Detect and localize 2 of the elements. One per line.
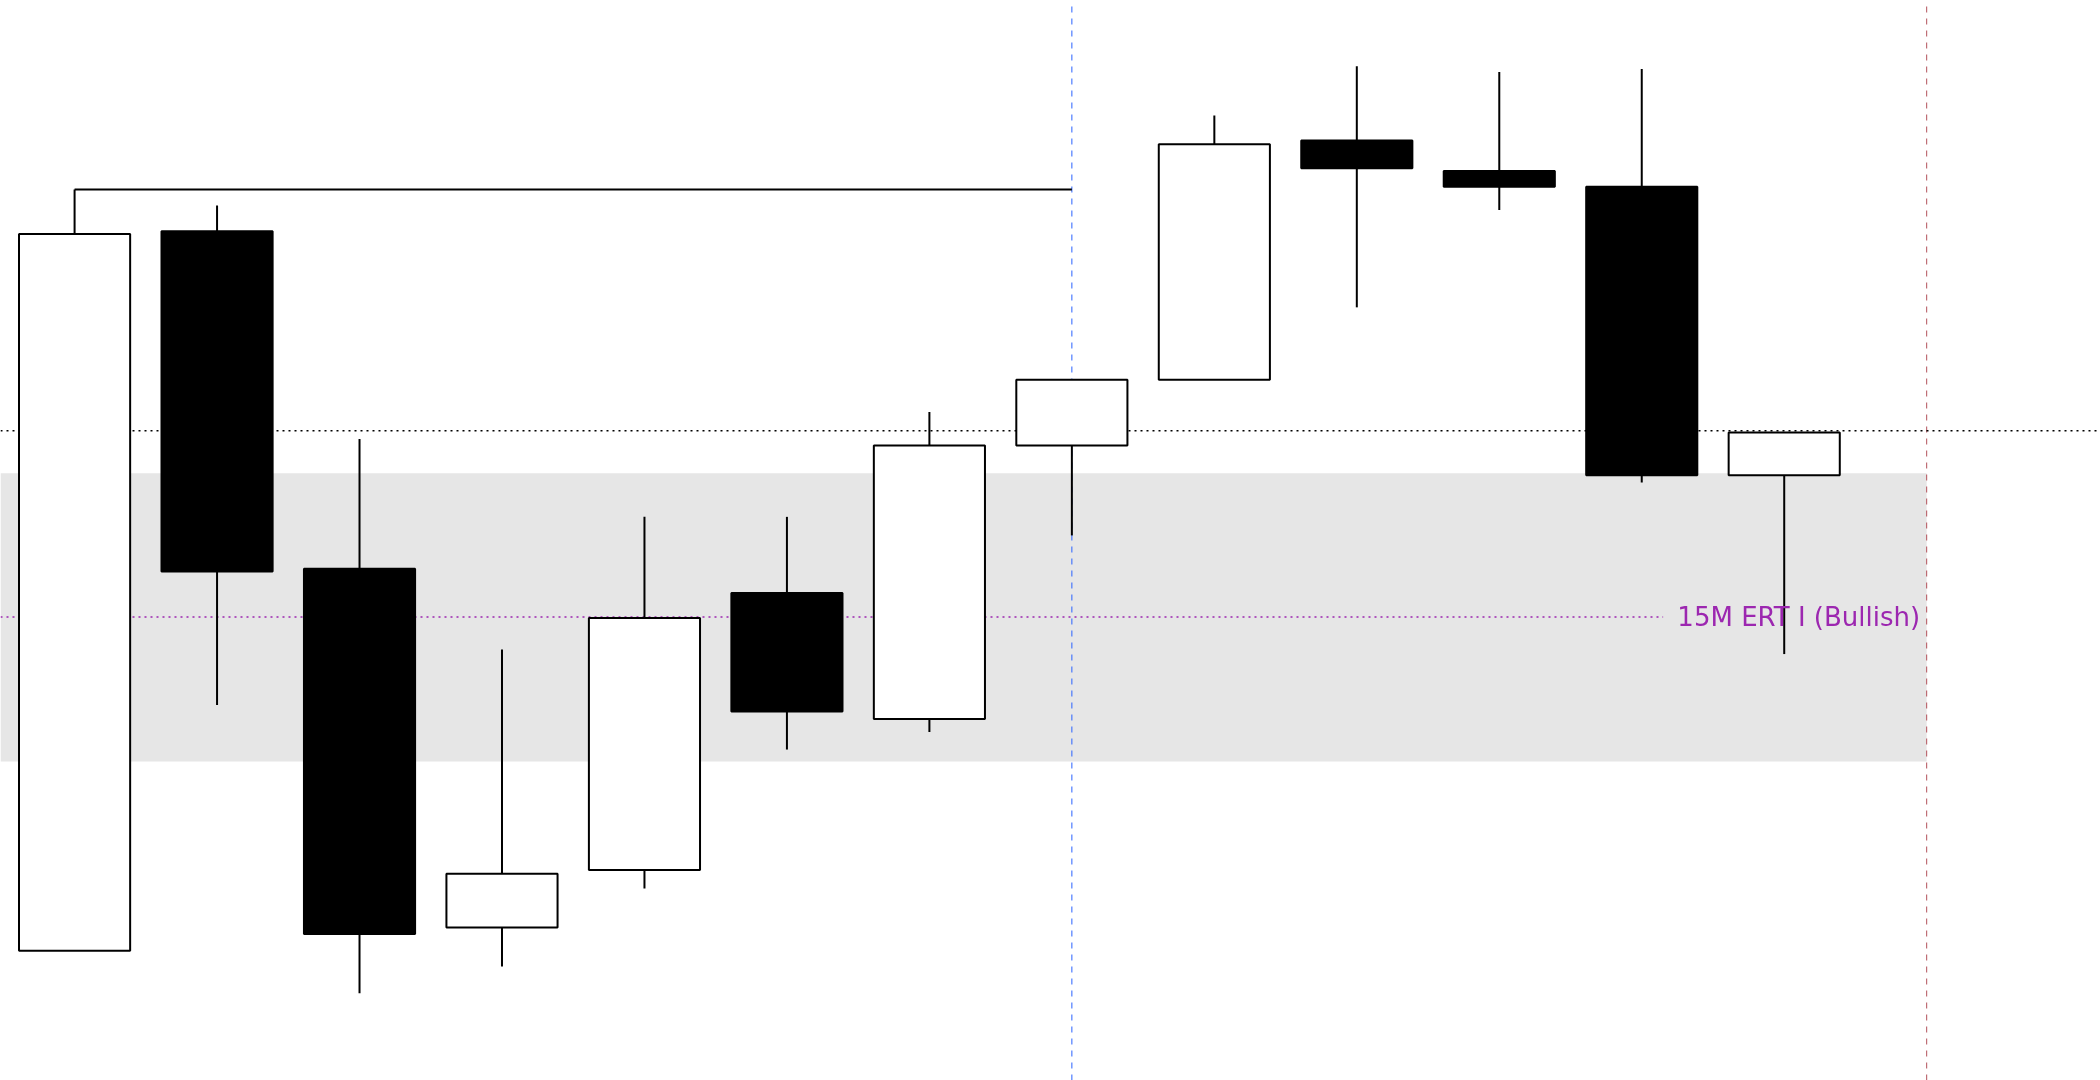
candlestick	[1442, 70, 1556, 212]
candlestick	[1300, 65, 1414, 309]
